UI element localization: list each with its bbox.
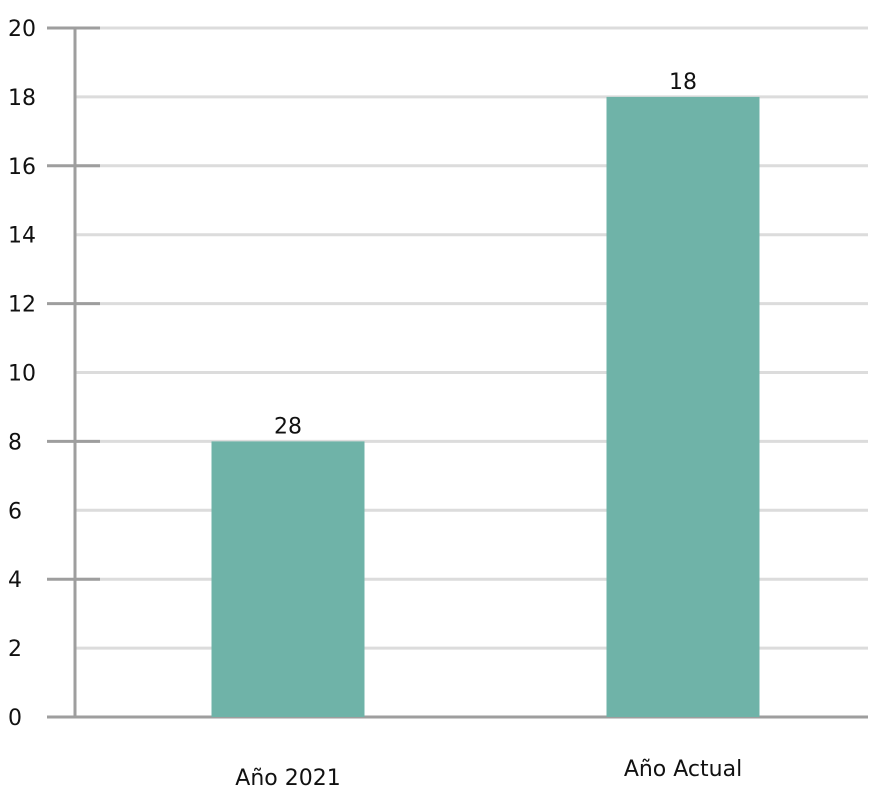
y-tick-label-14: 14 [8,224,36,249]
category-label-1: Año 2021 [235,766,340,787]
y-tick-label-6: 6 [8,499,22,524]
bars [211,96,760,717]
bar-2 [606,96,760,717]
y-tick-label-16: 16 [8,155,36,180]
data-label-1: 28 [274,414,302,439]
y-tick-label-12: 12 [8,293,36,318]
y-tick-label-0: 0 [8,706,22,731]
y-tick-label-20: 20 [8,17,36,42]
labels: 0 2 4 6 8 10 12 14 16 18 20 28 Año 2021 18 Año Actual [8,17,742,787]
grid-lines [75,26,868,650]
y-tick-label-18: 18 [8,86,36,111]
y-tick-label-8: 8 [8,430,22,455]
y-tick-label-2: 2 [8,637,22,662]
bar-1 [211,441,365,717]
y-tick-label-10: 10 [8,362,36,387]
y-tick-label-4: 4 [8,568,22,593]
data-label-2: 18 [669,70,697,95]
category-label-2: Año Actual [624,757,742,782]
